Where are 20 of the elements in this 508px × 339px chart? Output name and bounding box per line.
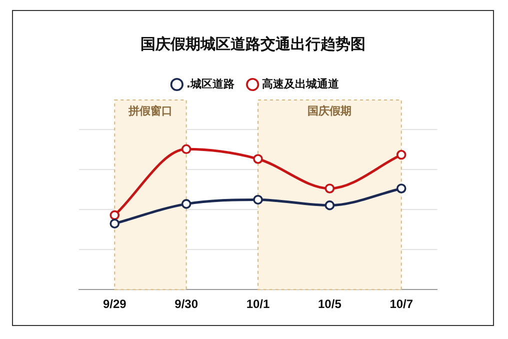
point: [253, 194, 263, 205]
point: [181, 144, 192, 154]
point: [110, 218, 120, 228]
point: [396, 184, 406, 194]
x-tick-label: 10/5: [318, 297, 342, 312]
point: [253, 154, 263, 164]
chart-title: 国庆假期城区道路交通出行趋势图: [140, 35, 366, 54]
x-tick-label: 10/7: [390, 297, 414, 312]
point: [324, 184, 335, 194]
x-tick-label: 10/1: [246, 297, 270, 312]
point: [396, 150, 406, 160]
legend-label: .城区道路: [186, 77, 235, 90]
legend-label: 高速及出城通道: [262, 77, 340, 90]
point: [181, 199, 192, 209]
point: [324, 200, 335, 210]
point: [110, 210, 120, 220]
band-label: 拼假窗口: [127, 104, 172, 118]
x-tick-label: 9/30: [174, 297, 198, 312]
x-tick-label: 9/29: [102, 297, 127, 312]
band-label: 国庆假期: [308, 104, 352, 118]
